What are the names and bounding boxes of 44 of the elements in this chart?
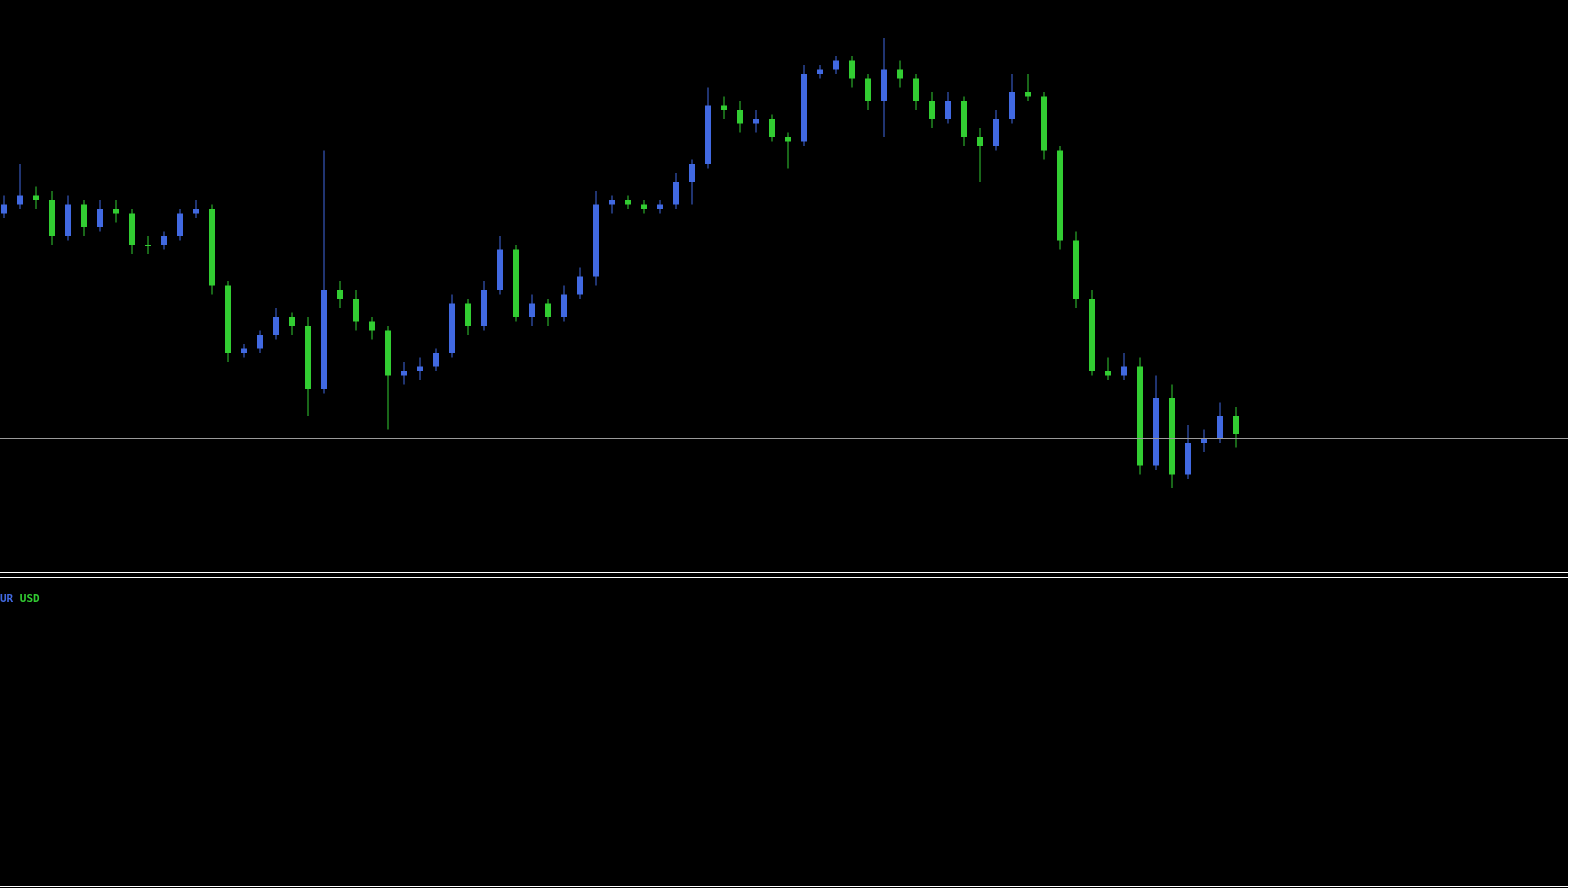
candlestick xyxy=(753,109,759,133)
candlestick xyxy=(977,127,983,183)
candlestick xyxy=(1233,406,1239,448)
candlestick xyxy=(97,199,103,232)
candlestick xyxy=(609,195,615,214)
candlestick xyxy=(1217,402,1223,444)
candlestick xyxy=(433,348,439,372)
candlestick xyxy=(337,280,343,309)
candlestick xyxy=(273,307,279,340)
candlestick xyxy=(1,195,7,219)
candlestick xyxy=(369,316,375,340)
candlestick xyxy=(833,55,839,75)
candlestick xyxy=(1105,357,1111,381)
candlestick xyxy=(897,60,903,88)
candlestick xyxy=(545,298,551,327)
candlestick xyxy=(529,294,535,327)
candlestick xyxy=(625,195,631,210)
text: UR USD xyxy=(0,592,40,605)
candlestick xyxy=(81,199,87,237)
candlestick xyxy=(945,91,951,124)
candlestick xyxy=(689,159,695,205)
candlestick xyxy=(929,91,935,129)
candlestick xyxy=(785,132,791,169)
candlestick xyxy=(561,285,567,322)
candlestick xyxy=(257,330,263,354)
candlestick xyxy=(769,114,775,142)
candlestick xyxy=(577,267,583,300)
candlestick xyxy=(465,298,471,336)
candlestick xyxy=(737,100,743,133)
candlestick xyxy=(849,55,855,88)
candlestick xyxy=(177,208,183,241)
candlestick xyxy=(1121,352,1127,381)
candlestick xyxy=(161,231,167,250)
candlestick xyxy=(401,361,407,385)
candlestick xyxy=(865,73,871,111)
candlestick xyxy=(193,199,199,219)
candlestick xyxy=(353,289,359,331)
candlestick xyxy=(145,235,151,255)
candlestick xyxy=(673,172,679,210)
candlestick xyxy=(289,312,295,336)
candlestick xyxy=(913,73,919,111)
candlestick xyxy=(113,199,119,223)
candlestick xyxy=(17,163,23,210)
candlestick xyxy=(1025,73,1031,102)
